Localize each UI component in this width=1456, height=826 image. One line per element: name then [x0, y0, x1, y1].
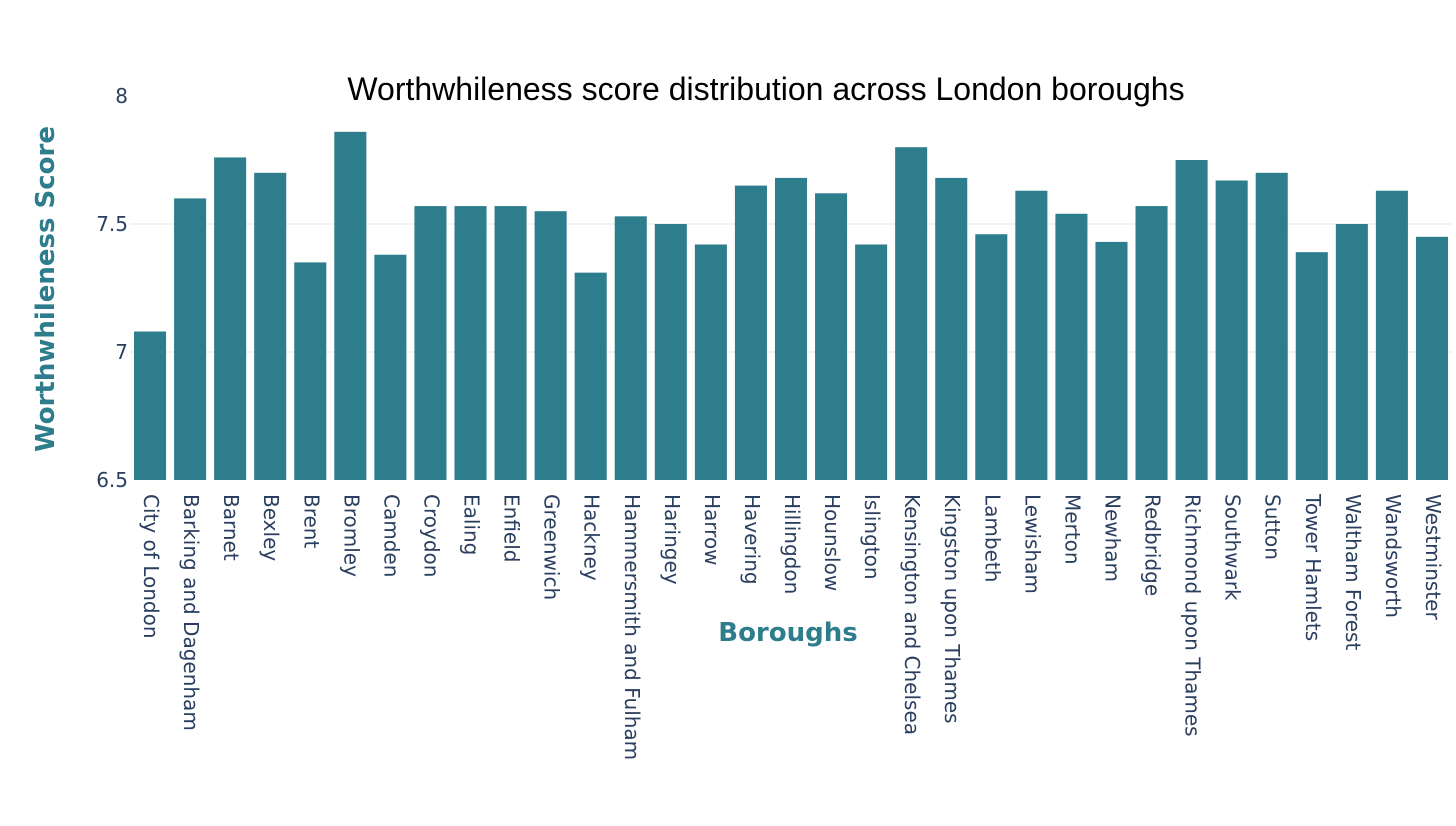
bar [534, 211, 567, 480]
x-tick-label: Lewisham [1020, 494, 1044, 594]
bar [1415, 236, 1448, 480]
bar [975, 234, 1008, 480]
y-tick-label: 8 [115, 84, 128, 108]
bars [134, 131, 1448, 481]
bar [895, 147, 928, 480]
y-tick-labels: 6.5 7 7.5 8 [96, 84, 128, 492]
x-tick-label: Haringey [660, 494, 684, 585]
x-tick-label: Kensington and Chelsea [900, 494, 924, 735]
bar [855, 244, 888, 480]
bar [1295, 252, 1328, 480]
x-tick-labels: City of London Barking and Dagenham Barnet… [139, 493, 1445, 760]
x-tick-label: Waltham Forest [1341, 494, 1365, 650]
x-tick-label: Havering [740, 494, 764, 585]
bar [1175, 160, 1208, 480]
x-tick-label: Camden [379, 494, 403, 577]
x-tick-label: Wandsworth [1381, 494, 1405, 618]
x-tick-label: Richmond upon Thames [1181, 494, 1205, 737]
x-tick-label: Hounslow [820, 494, 844, 591]
bar [1375, 190, 1408, 480]
x-tick-label: Tower Hamlets [1301, 493, 1325, 641]
bar [815, 193, 848, 480]
chart-title: Worthwhileness score distribution across… [347, 71, 1184, 107]
x-axis-title: Boroughs [718, 618, 857, 648]
bar [334, 131, 367, 480]
y-tick-label: 7 [115, 340, 128, 364]
x-tick-label: Brent [299, 494, 323, 548]
x-tick-label: Bromley [339, 494, 363, 577]
bar [1055, 213, 1088, 480]
y-axis-title: Worthwhileness Score [31, 126, 61, 452]
bar [574, 272, 607, 480]
x-tick-label: Enfield [500, 494, 524, 562]
x-tick-label: Sutton [1261, 494, 1285, 560]
bar [454, 206, 487, 480]
x-tick-label: Islington [860, 494, 884, 580]
x-tick-label: Bexley [259, 494, 283, 561]
bar [1095, 241, 1128, 480]
bar [414, 206, 447, 480]
x-tick-label: Newham [1100, 494, 1124, 582]
x-tick-label: Lambeth [980, 494, 1004, 582]
x-tick-label: Greenwich [540, 494, 564, 600]
bar [935, 177, 968, 481]
bar [174, 198, 207, 480]
x-tick-label: Hackney [580, 494, 604, 581]
bar [614, 216, 647, 480]
x-tick-label: Redbridge [1141, 494, 1165, 596]
x-tick-label: Southwark [1221, 494, 1245, 601]
bar [254, 172, 287, 481]
x-tick-label: Westminster [1421, 494, 1445, 620]
bar [374, 254, 407, 480]
bar [1335, 224, 1368, 480]
bar [734, 185, 767, 480]
bar [134, 331, 167, 480]
x-tick-label: Hillingdon [780, 494, 804, 594]
bar [1215, 180, 1248, 481]
x-tick-label: Barking and Dagenham [179, 494, 203, 731]
bar [214, 157, 247, 480]
bar [774, 177, 808, 481]
bar [1135, 206, 1168, 480]
x-tick-label: City of London [139, 494, 163, 639]
bar [294, 262, 327, 480]
bar [1015, 190, 1048, 480]
y-tick-label: 7.5 [96, 212, 128, 236]
bar [654, 224, 687, 480]
x-tick-label: Barnet [219, 494, 243, 561]
x-tick-label: Ealing [460, 494, 484, 555]
x-tick-label: Croydon [419, 494, 443, 577]
y-tick-label: 6.5 [96, 468, 128, 492]
bar [1255, 172, 1288, 481]
x-tick-label: Kingston upon Thames [940, 494, 964, 724]
bar [694, 244, 727, 480]
x-tick-label: Harrow [700, 494, 724, 566]
x-tick-label: Hammersmith and Fulham [620, 494, 644, 760]
x-tick-label: Merton [1060, 494, 1084, 565]
bar [494, 206, 527, 480]
